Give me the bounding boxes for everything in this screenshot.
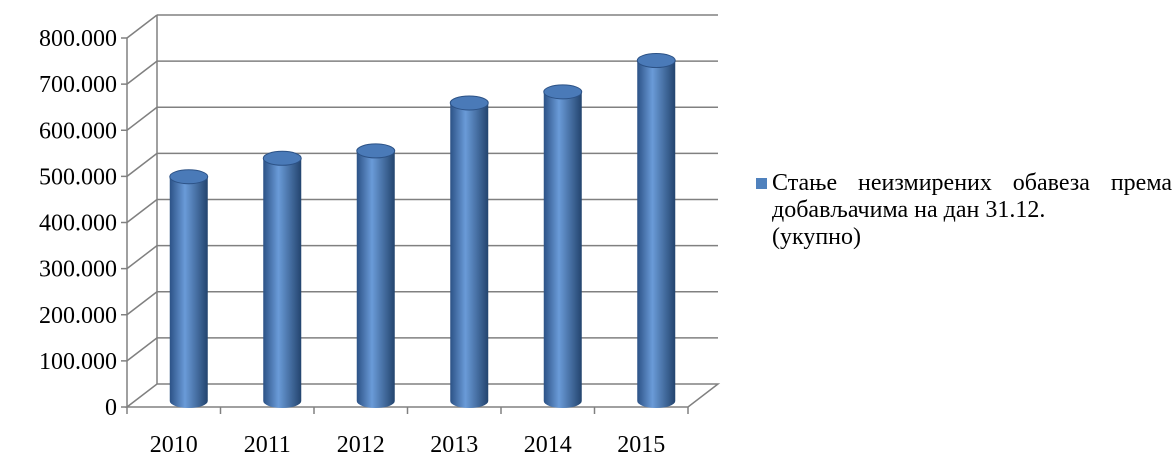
bar — [636, 53, 676, 409]
bar — [356, 143, 396, 409]
bar — [543, 84, 583, 409]
x-tick-label: 2012 — [337, 432, 385, 455]
legend-swatch — [756, 178, 767, 189]
y-tick-label: 800.000 — [39, 26, 117, 52]
x-tick-label: 2010 — [150, 432, 198, 455]
bar — [169, 169, 209, 409]
gridline — [126, 337, 718, 362]
y-tick-label: 700.000 — [39, 72, 117, 98]
bar — [449, 95, 489, 409]
legend: Стање неизмирених обавеза према добављач… — [756, 170, 1172, 251]
y-tick-label: 400.000 — [39, 211, 117, 237]
gridline — [126, 106, 718, 131]
x-tick-label: 2011 — [244, 432, 291, 455]
floor — [124, 383, 721, 408]
gridline — [126, 244, 718, 270]
y-axis-tick-labels: 0 100.000 200.000 300.000 400.000 500.000 600.… — [39, 26, 117, 421]
y-tick-label: 500.000 — [39, 164, 117, 190]
x-axis-tick-labels: 2010 2011 2012 2013 2014 2015 — [150, 432, 666, 455]
gridline — [126, 291, 718, 316]
gridline — [126, 14, 718, 39]
bars — [169, 53, 676, 409]
y-tick-label: 300.000 — [39, 257, 117, 283]
gridline — [126, 198, 718, 224]
axes — [121, 37, 721, 414]
y-tick-label: 200.000 — [39, 303, 117, 329]
x-tick-label: 2013 — [430, 432, 478, 455]
bar — [262, 150, 302, 409]
y-tick-label: 100.000 — [39, 349, 117, 375]
gridline — [126, 60, 718, 85]
gridlines — [126, 14, 718, 362]
gridline — [126, 152, 718, 177]
legend-series-label: Стање неизмирених обавеза према добављач… — [772, 170, 1172, 250]
y-tick-label: 0 — [105, 395, 117, 421]
x-tick-label: 2015 — [617, 432, 665, 455]
y-tick-label: 600.000 — [39, 118, 117, 144]
x-tick-label: 2014 — [524, 432, 572, 455]
